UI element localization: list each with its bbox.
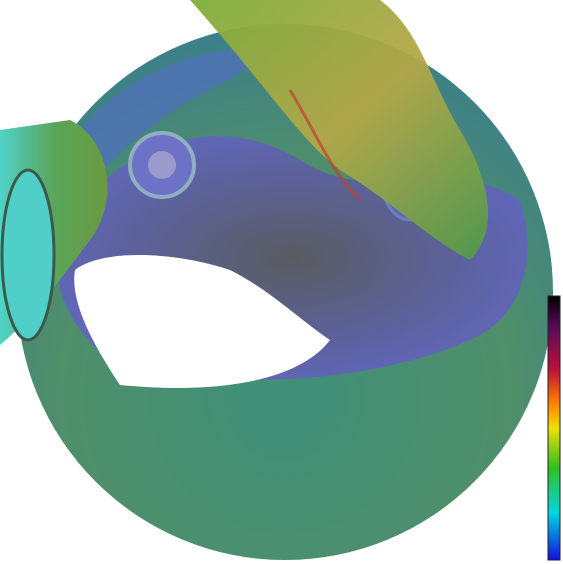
- flow-visualization: [0, 0, 563, 564]
- inlet-left-cap: [2, 170, 54, 340]
- vortex-core-left: [148, 151, 176, 179]
- vessel: [0, 0, 553, 560]
- colorbar: [548, 296, 560, 560]
- page: {}: [0, 0, 563, 564]
